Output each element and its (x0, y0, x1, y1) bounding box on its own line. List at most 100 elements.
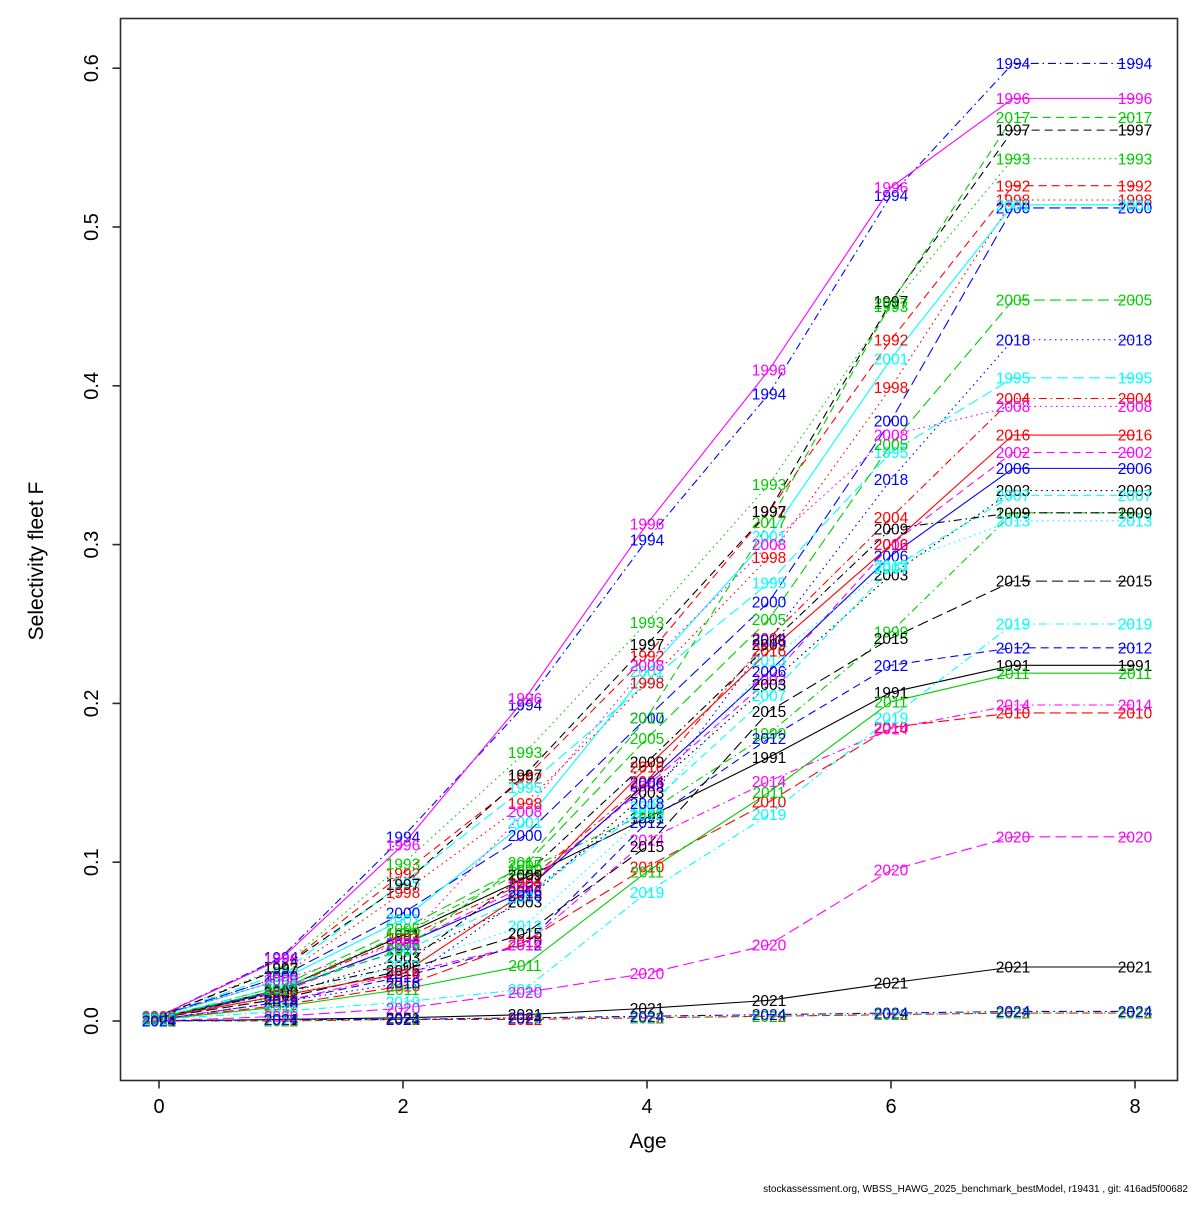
year-point-label-2015: 2015 (508, 926, 542, 943)
year-point-label-1996: 1996 (508, 691, 542, 708)
year-point-label-1991: 1991 (1118, 658, 1152, 675)
year-point-label-1998: 1998 (630, 675, 664, 692)
year-point-label-2021: 2021 (142, 1014, 176, 1031)
year-point-label-2016: 2016 (874, 537, 908, 554)
year-point-label-1998: 1998 (996, 193, 1030, 210)
series-line-2002 (158, 451, 1135, 1019)
year-point-label-2009: 2009 (1118, 505, 1152, 522)
year-point-label-2010: 2010 (508, 934, 543, 951)
year-point-label-1999: 1999 (264, 982, 298, 999)
year-point-label-2016: 2016 (630, 760, 664, 777)
year-point-label-2014: 2014 (752, 774, 787, 791)
year-point-label-2022: 2022 (752, 1009, 786, 1026)
year-point-label-2013: 2013 (1118, 513, 1152, 530)
year-point-label-2020: 2020 (386, 1001, 421, 1018)
year-point-label-1999: 1999 (996, 505, 1030, 522)
year-point-label-2016: 2016 (508, 885, 542, 902)
year-point-label-2017: 2017 (264, 982, 298, 999)
year-point-label-2007: 2007 (630, 799, 664, 816)
year-point-label-2012: 2012 (508, 937, 542, 954)
year-point-label-1997: 1997 (874, 294, 908, 311)
year-point-label-1999: 1999 (1118, 505, 1152, 522)
year-point-label-2023: 2023 (264, 1014, 298, 1031)
series-line-1997 (158, 129, 1135, 1017)
year-point-label-2006: 2006 (630, 775, 664, 792)
series-line-2014 (158, 704, 1135, 1020)
year-point-label-2012: 2012 (142, 1012, 176, 1029)
year-point-label-2006: 2006 (1118, 461, 1152, 478)
footer-text: stockassessment.org, WBSS_HAWG_2025_benc… (763, 1184, 1188, 1195)
y-axis: 0.0 0.1 0.2 0.3 0.4 0.5 0.6 (81, 54, 121, 1035)
year-point-label-1994: 1994 (996, 56, 1031, 73)
year-point-label-2013: 2013 (752, 653, 786, 670)
series-line-2012 (158, 647, 1135, 1020)
year-point-label-2009: 2009 (996, 505, 1030, 522)
year-point-label-2011: 2011 (996, 666, 1029, 683)
year-point-label-2004: 2004 (630, 774, 665, 791)
year-point-label-2011: 2011 (630, 864, 663, 881)
series-line-1995 (158, 377, 1135, 1017)
year-point-label-2016: 2016 (386, 966, 420, 983)
year-point-label-1996: 1996 (142, 1009, 176, 1026)
year-point-label-2022: 2022 (874, 1007, 908, 1024)
year-point-label-1996: 1996 (874, 180, 908, 197)
year-point-label-2003: 2003 (874, 567, 908, 584)
year-point-label-2022: 2022 (264, 1014, 298, 1031)
year-point-label-2007: 2007 (142, 1010, 176, 1027)
year-point-label-2021: 2021 (264, 1012, 298, 1029)
year-point-label-1999: 1999 (752, 726, 786, 743)
year-point-label-2024: 2024 (630, 1009, 665, 1026)
year-point-label-2002: 2002 (630, 779, 664, 796)
year-point-label-2024: 2024 (874, 1006, 909, 1023)
year-point-label-2011: 2011 (752, 785, 785, 802)
year-point-label-2014: 2014 (1118, 698, 1153, 715)
year-point-label-2010: 2010 (142, 1012, 177, 1029)
series-line-2020 (158, 836, 1135, 1022)
year-point-label-2013: 2013 (386, 958, 420, 975)
series-line-2001 (158, 204, 1135, 1017)
year-point-label-1998: 1998 (1118, 193, 1152, 210)
year-point-label-1994: 1994 (630, 532, 665, 549)
year-point-label-2006: 2006 (996, 461, 1030, 478)
year-point-label-2021: 2021 (386, 1010, 420, 1027)
year-point-label-1994: 1994 (508, 698, 543, 715)
year-point-label-1992: 1992 (508, 771, 542, 788)
year-point-label-2014: 2014 (142, 1012, 177, 1029)
year-point-label-2006: 2006 (508, 883, 542, 900)
series-line-2009 (158, 512, 1135, 1019)
year-point-label-2024: 2024 (386, 1012, 421, 1029)
year-point-label-2000: 2000 (752, 594, 787, 611)
year-point-label-2016: 2016 (996, 428, 1030, 445)
year-point-label-2014: 2014 (996, 698, 1031, 715)
year-point-label-2002: 2002 (264, 985, 298, 1002)
year-point-label-2013: 2013 (508, 918, 542, 935)
year-point-label-2008: 2008 (508, 804, 542, 821)
year-point-label-2004: 2004 (142, 1010, 177, 1027)
year-point-label-1996: 1996 (996, 91, 1030, 108)
year-point-label-1993: 1993 (630, 615, 664, 632)
series-line-2008 (158, 405, 1135, 1017)
year-point-label-2012: 2012 (264, 995, 298, 1012)
year-point-label-2000: 2000 (874, 413, 909, 430)
year-point-label-1991: 1991 (142, 1010, 176, 1027)
year-point-label-1991: 1991 (752, 750, 786, 767)
year-point-label-1996: 1996 (386, 837, 420, 854)
year-point-label-1992: 1992 (752, 504, 786, 521)
year-point-label-1995: 1995 (752, 575, 786, 592)
year-point-label-1992: 1992 (264, 961, 298, 978)
year-point-label-1998: 1998 (874, 380, 908, 397)
year-point-label-2009: 2009 (874, 521, 908, 538)
year-point-label-2018: 2018 (752, 632, 786, 649)
year-point-label-2003: 2003 (264, 988, 298, 1005)
year-point-label-2023: 2023 (996, 1006, 1030, 1023)
year-point-label-1993: 1993 (996, 151, 1030, 168)
year-point-label-2005: 2005 (264, 979, 298, 996)
year-point-label-1995: 1995 (1118, 370, 1152, 387)
year-point-label-1991: 1991 (874, 685, 908, 702)
year-point-label-2009: 2009 (386, 958, 420, 975)
year-point-label-2005: 2005 (874, 437, 908, 454)
series-line-1992 (158, 185, 1135, 1017)
plot-area-border (119, 17, 1179, 1082)
year-point-label-2001: 2001 (508, 815, 542, 832)
